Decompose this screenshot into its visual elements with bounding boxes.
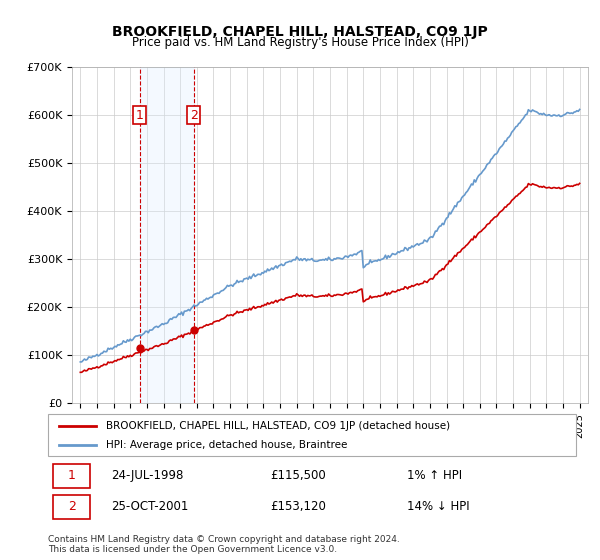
Text: 2: 2	[68, 500, 76, 514]
Text: £115,500: £115,500	[270, 469, 326, 483]
FancyBboxPatch shape	[48, 414, 576, 456]
Text: Price paid vs. HM Land Registry's House Price Index (HPI): Price paid vs. HM Land Registry's House …	[131, 36, 469, 49]
Text: 25-OCT-2001: 25-OCT-2001	[112, 500, 189, 514]
Text: 24-JUL-1998: 24-JUL-1998	[112, 469, 184, 483]
Text: BROOKFIELD, CHAPEL HILL, HALSTEAD, CO9 1JP (detached house): BROOKFIELD, CHAPEL HILL, HALSTEAD, CO9 1…	[106, 421, 450, 431]
FancyBboxPatch shape	[53, 494, 90, 519]
Text: 1: 1	[136, 109, 143, 122]
Text: £153,120: £153,120	[270, 500, 326, 514]
Text: 1% ↑ HPI: 1% ↑ HPI	[407, 469, 462, 483]
Text: Contains HM Land Registry data © Crown copyright and database right 2024.
This d: Contains HM Land Registry data © Crown c…	[48, 535, 400, 554]
Text: 14% ↓ HPI: 14% ↓ HPI	[407, 500, 470, 514]
Text: BROOKFIELD, CHAPEL HILL, HALSTEAD, CO9 1JP: BROOKFIELD, CHAPEL HILL, HALSTEAD, CO9 1…	[112, 25, 488, 39]
FancyBboxPatch shape	[53, 464, 90, 488]
Text: HPI: Average price, detached house, Braintree: HPI: Average price, detached house, Brai…	[106, 440, 347, 450]
Text: 1: 1	[68, 469, 76, 483]
Text: 2: 2	[190, 109, 197, 122]
Bar	[140, 67, 194, 403]
